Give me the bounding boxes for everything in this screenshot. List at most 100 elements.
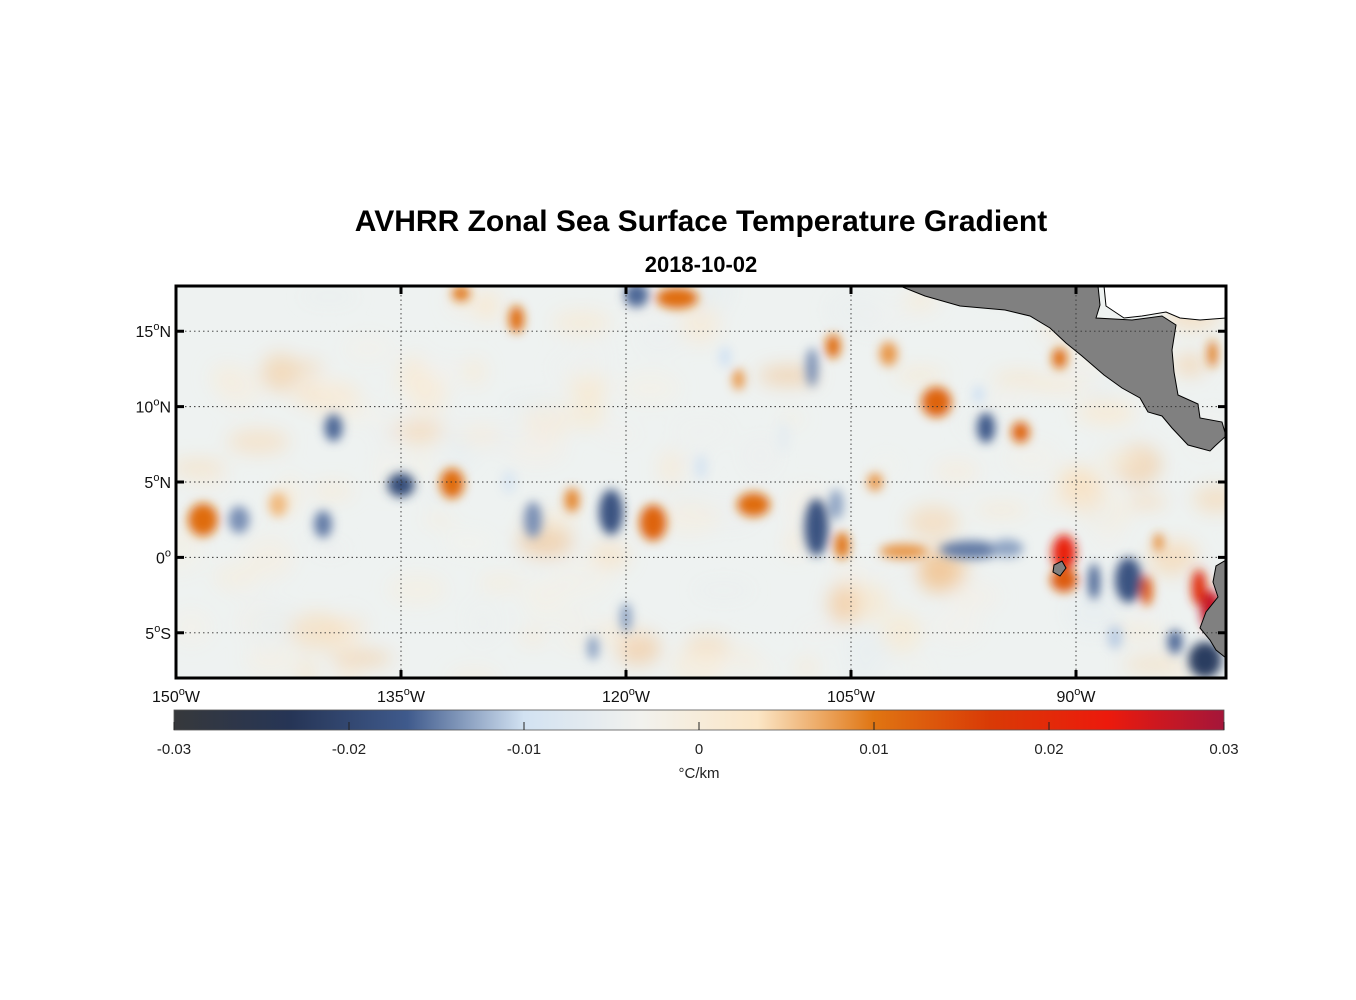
gradient-feature: [509, 305, 524, 333]
background-anomaly: [758, 366, 818, 386]
background-anomaly: [517, 526, 574, 558]
gradient-feature: [719, 346, 731, 368]
background-anomaly: [448, 666, 500, 678]
background-anomaly: [559, 636, 591, 649]
background-anomaly: [1112, 625, 1163, 639]
lon-tick-label: 120oW: [602, 686, 651, 706]
gradient-feature: [1208, 340, 1217, 368]
background-anomaly: [176, 459, 227, 476]
background-anomaly: [503, 398, 563, 412]
background-anomaly: [849, 664, 878, 678]
background-anomaly: [929, 606, 984, 647]
colorbar-tick-label: 0.03: [1209, 741, 1238, 758]
colorbar-ticks: -0.03 -0.02 -0.01 0 0.01 0.02 0.03: [157, 722, 1239, 758]
background-anomaly: [312, 373, 334, 394]
background-anomaly: [261, 353, 299, 392]
gradient-features: [188, 286, 1222, 678]
background-anomaly: [434, 425, 457, 445]
background-anomaly: [310, 482, 354, 501]
background-anomaly: [694, 580, 753, 600]
background-anomaly: [783, 529, 808, 556]
gradient-feature: [921, 387, 952, 418]
gradient-feature: [624, 286, 649, 308]
background-anomaly: [1181, 563, 1226, 585]
background-anomaly: [741, 436, 779, 475]
background-anomaly: [388, 573, 447, 606]
gradient-feature: [939, 540, 1003, 559]
background-anomaly: [336, 665, 361, 678]
background-anomaly: [1121, 599, 1164, 625]
background-anomaly: [797, 623, 838, 639]
land-galapagos: [1052, 560, 1067, 577]
gradient-feature: [188, 503, 218, 537]
gradient-feature: [1167, 629, 1183, 654]
background-anomaly: [522, 580, 565, 622]
latitude-labels: 15oN 10oN 5oN 0o 5oS: [136, 321, 171, 643]
background-anomaly: [974, 502, 1029, 518]
lat-tick-label: 5oS: [145, 623, 171, 643]
background-anomaly: [658, 450, 684, 486]
gradient-feature: [228, 506, 250, 534]
background-anomaly: [409, 375, 447, 415]
background-anomaly: [638, 325, 681, 352]
gradient-feature: [620, 602, 632, 633]
background-anomaly: [248, 605, 302, 646]
background-anomaly: [296, 658, 318, 678]
gradient-feature: [1154, 533, 1163, 552]
lon-tick-label: 105oW: [827, 686, 876, 706]
background-anomaly: [1122, 655, 1186, 674]
map-frame: [174, 284, 1228, 680]
gradient-feature: [269, 492, 287, 517]
background-anomaly: [209, 362, 241, 393]
background-anomaly: [184, 476, 229, 490]
background-anomaly: [1175, 354, 1206, 376]
gradient-feature: [599, 489, 623, 535]
land-yucatan: [1103, 286, 1226, 321]
background-anomaly: [894, 367, 946, 384]
longitude-labels: 150oW 135oW 120oW 105oW 90oW: [152, 686, 1096, 706]
background-anomaly: [658, 499, 720, 536]
background-anomaly: [373, 421, 407, 448]
background-anomaly: [845, 630, 891, 668]
background-anomaly: [470, 294, 495, 317]
gradient-feature: [314, 510, 332, 538]
background-anomaly: [1065, 590, 1123, 635]
gradient-feature: [879, 341, 898, 366]
lon-tick-label: 135oW: [377, 686, 426, 706]
background-anomaly: [552, 310, 611, 336]
background-anomaly: [1073, 399, 1135, 424]
background-anomaly: [553, 558, 614, 602]
colorbar-units-label: °C/km: [679, 765, 720, 782]
gradient-feature: [1115, 557, 1142, 603]
background-anomaly: [406, 445, 434, 482]
gradient-feature: [1088, 563, 1100, 600]
background-anomaly: [1193, 485, 1226, 513]
background-anomaly: [1095, 449, 1150, 473]
background-anomaly: [519, 629, 547, 645]
background-anomaly: [669, 649, 722, 678]
gradient-feature: [825, 334, 841, 359]
colorbar-tick-label: -0.02: [332, 741, 366, 758]
colorbar-tick-label: -0.03: [157, 741, 191, 758]
background-anomaly: [421, 513, 457, 527]
gradient-feature: [452, 286, 470, 302]
background-anomaly: [462, 357, 487, 386]
background-anomaly: [1093, 536, 1125, 550]
background-anomaly: [1060, 469, 1106, 512]
lat-tick-label: 15oN: [136, 321, 171, 341]
background-anomaly: [300, 289, 358, 304]
background-anomaly: [176, 608, 213, 646]
gradient-feature: [440, 468, 464, 499]
background-anomaly: [1029, 378, 1077, 392]
lat-tick-label: 10oN: [136, 397, 171, 417]
background-anomaly: [779, 412, 804, 425]
background-anomaly: [285, 383, 348, 405]
background-anomaly: [573, 387, 606, 431]
background-anomaly: [551, 352, 607, 384]
lat-tick-label: 5oN: [144, 472, 171, 492]
background-anomaly: [313, 541, 348, 557]
background-anomaly: [672, 415, 733, 445]
background-anomaly: [243, 536, 294, 580]
gradient-feature: [656, 287, 698, 309]
